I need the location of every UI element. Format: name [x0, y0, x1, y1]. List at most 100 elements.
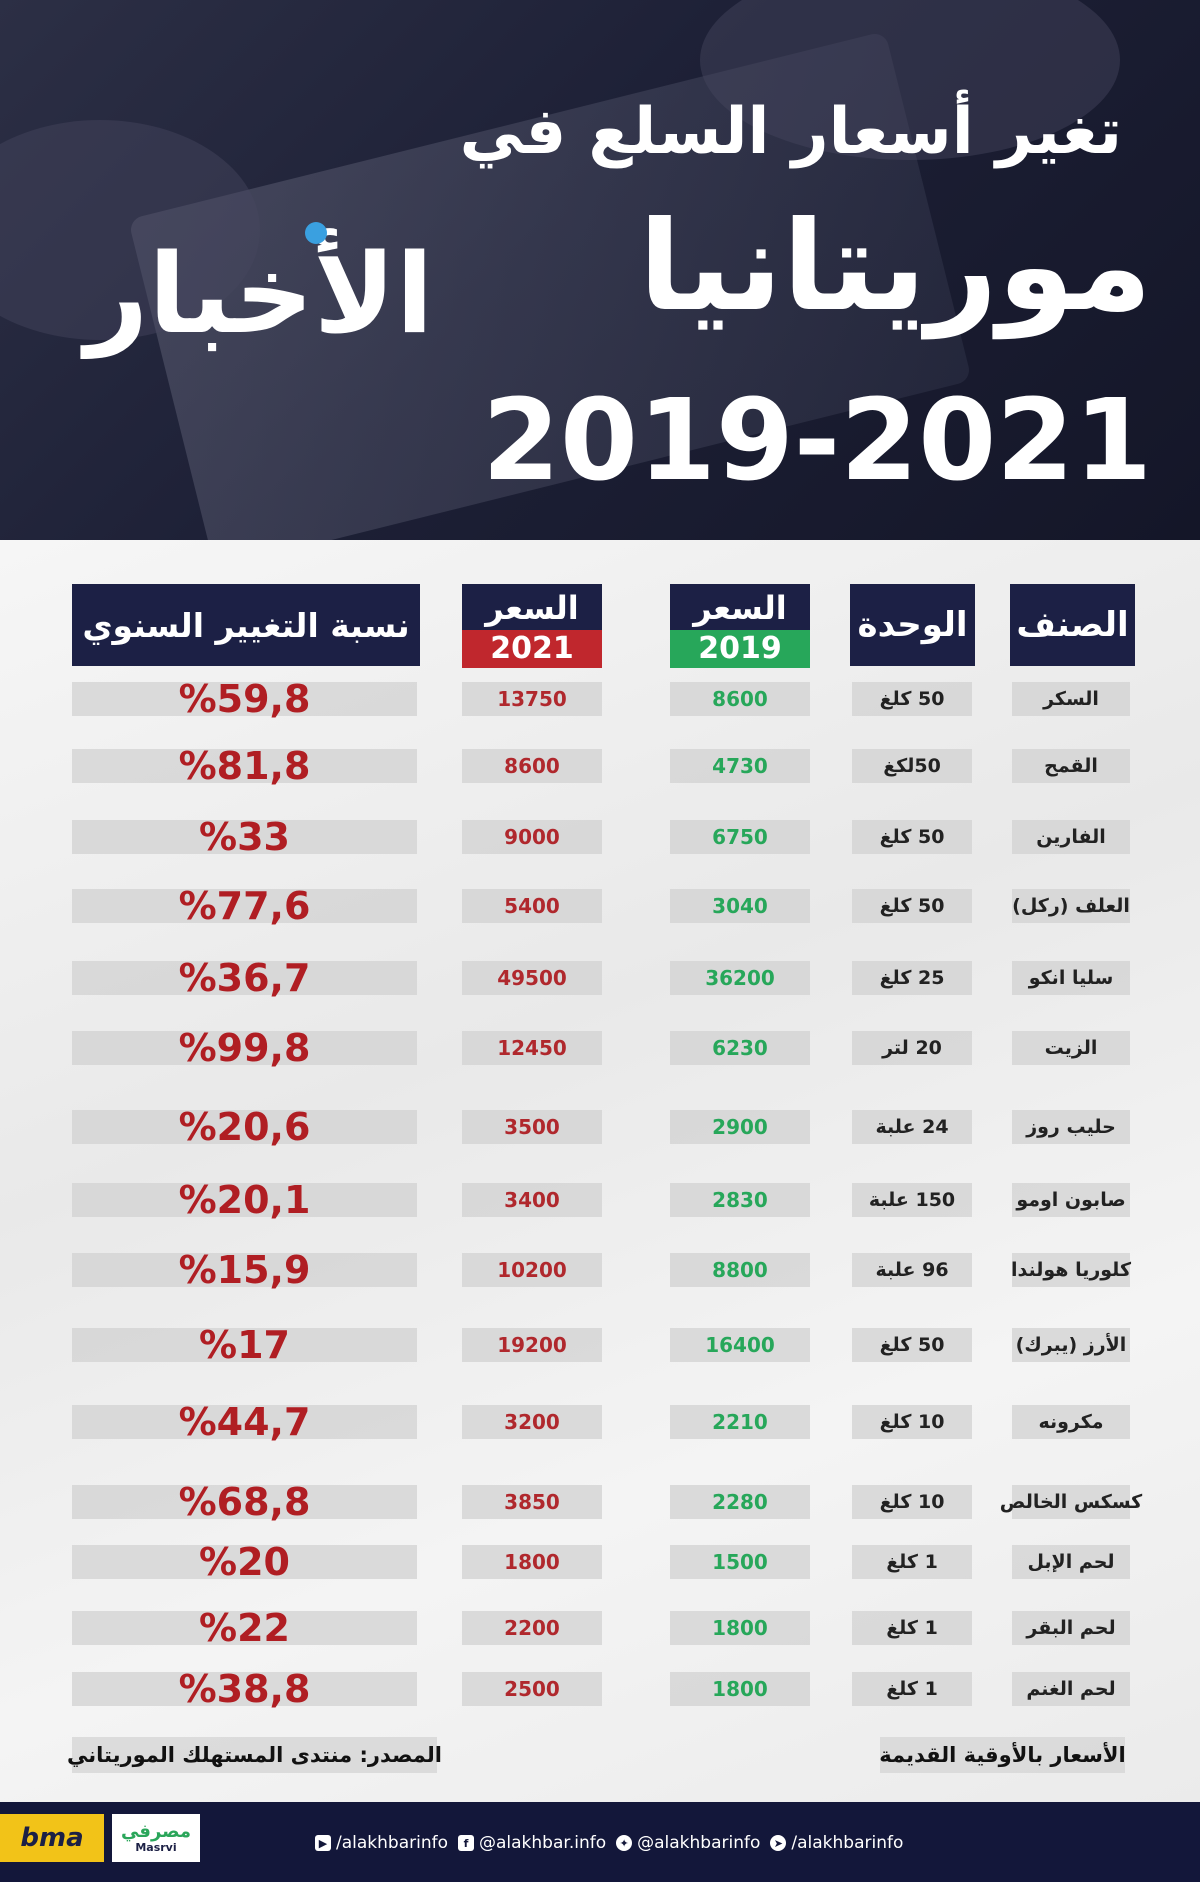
price-2019: 2280 — [670, 1485, 810, 1519]
price-2021: 13750 — [462, 682, 602, 716]
item-unit: 50 كلغ — [852, 820, 972, 854]
price-2021: 3200 — [462, 1405, 602, 1439]
price-2021: 3850 — [462, 1485, 602, 1519]
twitter-link[interactable]: ✦ @alakhbarinfo — [616, 1833, 760, 1853]
social-links: ▶ /alakhbarinfo f @alakhbar.info ✦ @alak… — [315, 1828, 903, 1858]
currency-note: الأسعار بالأوقية القديمة — [879, 1737, 1126, 1773]
price-2021: 12450 — [462, 1031, 602, 1065]
header-unit: الوحدة — [850, 584, 975, 666]
price-2021: 8600 — [462, 749, 602, 783]
change-percent: %20,1 — [72, 1178, 417, 1222]
twitter-handle: @alakhbarinfo — [637, 1833, 761, 1853]
header-price-label: السعر — [693, 589, 787, 627]
change-percent: %99,8 — [72, 1026, 417, 1070]
price-2019: 1800 — [670, 1611, 810, 1645]
change-percent: %36,7 — [72, 956, 417, 1000]
telegram-icon: ➤ — [770, 1835, 787, 1851]
price-2019: 2210 — [670, 1405, 810, 1439]
hand-shape — [700, 0, 1120, 160]
item-name: كسكس الخالص — [1000, 1485, 1142, 1519]
item-unit: 50 كلغ — [852, 1328, 972, 1362]
price-2021: 3500 — [462, 1110, 602, 1144]
title-line-1: تغير أسعار السلع في — [459, 95, 1122, 169]
footer-bar: bma مصرفي Masrvi ▶ /alakhbarinfo f @alak… — [0, 1802, 1200, 1882]
item-unit: 50لكغ — [852, 749, 972, 783]
header-price-2021: السعر 2021 — [462, 584, 602, 668]
price-2021: 19200 — [462, 1328, 602, 1362]
item-unit: 96 علبة — [852, 1253, 972, 1287]
item-name: صابون اومو — [1012, 1183, 1130, 1217]
table-row: سليا انكو 25 كلغ 36200 49500 %36,7 — [0, 956, 1200, 1000]
price-2019: 4730 — [670, 749, 810, 783]
header-banner: تغير أسعار السلع في موريتانيا 2019-2021 … — [0, 0, 1200, 540]
item-unit: 20 لتر — [852, 1031, 972, 1065]
item-name: مكرونه — [1012, 1405, 1130, 1439]
change-percent: %20 — [72, 1540, 417, 1584]
price-2019: 2830 — [670, 1183, 810, 1217]
price-2021: 49500 — [462, 961, 602, 995]
item-unit: 25 كلغ — [852, 961, 972, 995]
youtube-link[interactable]: ▶ /alakhbarinfo — [315, 1833, 448, 1853]
telegram-link[interactable]: ➤ /alakhbarinfo — [770, 1833, 903, 1853]
title-line-2: موريتانيا — [638, 195, 1152, 339]
price-2021: 9000 — [462, 820, 602, 854]
item-unit: 150 علبة — [852, 1183, 972, 1217]
table-row: الفارين 50 كلغ 6750 9000 %33 — [0, 815, 1200, 859]
item-name: لحم الغنم — [1012, 1672, 1130, 1706]
change-percent: %44,7 — [72, 1400, 417, 1444]
item-unit: 10 كلغ — [852, 1485, 972, 1519]
item-name: كلوريا هولندا — [1011, 1253, 1131, 1287]
facebook-icon: f — [458, 1835, 474, 1851]
youtube-icon: ▶ — [315, 1835, 331, 1851]
table-row: مكرونه 10 كلغ 2210 3200 %44,7 — [0, 1400, 1200, 1444]
price-2021: 3400 — [462, 1183, 602, 1217]
price-2021: 1800 — [462, 1545, 602, 1579]
item-name: سليا انكو — [1012, 961, 1130, 995]
price-2019: 6750 — [670, 820, 810, 854]
alakhbar-logo: الأخبار — [85, 230, 434, 358]
item-unit: 50 كلغ — [852, 682, 972, 716]
table-row: كلوريا هولندا 96 علبة 8800 10200 %15,9 — [0, 1248, 1200, 1292]
price-2021: 5400 — [462, 889, 602, 923]
table-row: لحم الغنم 1 كلغ 1800 2500 %38,8 — [0, 1667, 1200, 1711]
price-2019: 36200 — [670, 961, 810, 995]
item-name: الأرز (يبرك) — [1012, 1328, 1130, 1362]
table-row: لحم البقر 1 كلغ 1800 2200 %22 — [0, 1606, 1200, 1650]
change-percent: %22 — [72, 1606, 417, 1650]
item-unit: 1 كلغ — [852, 1545, 972, 1579]
title-years: 2019-2021 — [482, 376, 1152, 506]
price-2019: 2900 — [670, 1110, 810, 1144]
youtube-handle: /alakhbarinfo — [336, 1833, 448, 1853]
table-row: حليب روز 24 علبة 2900 3500 %20,6 — [0, 1105, 1200, 1149]
price-2021: 2500 — [462, 1672, 602, 1706]
table-row: صابون اومو 150 علبة 2830 3400 %20,1 — [0, 1178, 1200, 1222]
table-row: العلف (ركل) 50 كلغ 3040 5400 %77,6 — [0, 884, 1200, 928]
facebook-link[interactable]: f @alakhbar.info — [458, 1833, 606, 1853]
bma-logo: bma — [0, 1814, 104, 1862]
item-name: لحم الإبل — [1012, 1545, 1130, 1579]
change-percent: %59,8 — [72, 677, 417, 721]
masrvi-logo-latin: Masrvi — [135, 1841, 177, 1854]
change-percent: %20,6 — [72, 1105, 417, 1149]
item-name: العلف (ركل) — [1012, 889, 1130, 923]
table-row: القمح 50لكغ 4730 8600 %81,8 — [0, 744, 1200, 788]
masrvi-logo-arabic: مصرفي — [120, 1821, 192, 1842]
twitter-icon: ✦ — [616, 1835, 633, 1851]
facebook-handle: @alakhbar.info — [479, 1833, 607, 1853]
price-2019: 8600 — [670, 682, 810, 716]
price-2019: 3040 — [670, 889, 810, 923]
header-year-2021: 2021 — [462, 630, 602, 668]
table-row: الزيت 20 لتر 6230 12450 %99,8 — [0, 1026, 1200, 1070]
logo-accent-dot — [305, 222, 327, 244]
item-unit: 50 كلغ — [852, 889, 972, 923]
price-2019: 16400 — [670, 1328, 810, 1362]
item-unit: 10 كلغ — [852, 1405, 972, 1439]
item-unit: 24 علبة — [852, 1110, 972, 1144]
source-note: المصدر: منتدى المستهلك الموريتاني — [67, 1737, 442, 1773]
table-row: الأرز (يبرك) 50 كلغ 16400 19200 %17 — [0, 1323, 1200, 1367]
price-2021: 10200 — [462, 1253, 602, 1287]
hand-shape — [0, 120, 260, 340]
item-unit: 1 كلغ — [852, 1672, 972, 1706]
table-row: كسكس الخالص 10 كلغ 2280 3850 %68,8 — [0, 1480, 1200, 1524]
